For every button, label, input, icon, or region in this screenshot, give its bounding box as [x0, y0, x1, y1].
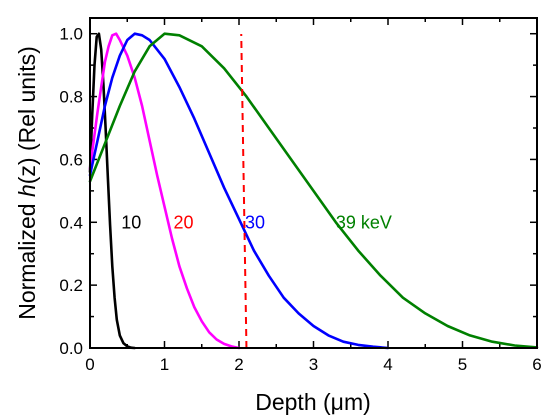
curve-label-3: 39 keV: [336, 213, 392, 233]
curves-group: [88, 32, 539, 350]
series-line-0: [88, 32, 136, 350]
y-tick-label: 1.0: [59, 25, 83, 44]
x-tick-label: 5: [458, 355, 467, 374]
x-tick-label: 2: [234, 355, 243, 374]
x-tick-label: 0: [85, 355, 94, 374]
plot-frame: [89, 17, 538, 349]
x-tick-label: 3: [309, 355, 318, 374]
annotations-group: [240, 33, 248, 349]
y-tick-label: 0.0: [59, 339, 83, 358]
series-line-3: [88, 32, 539, 349]
curve-labels-group: 10 20 30 39 keV: [121, 213, 392, 233]
ticks-group: 0 1 2 3 4 5 6 0.0 0.2 0.4 0.6 0.8 1.0: [59, 18, 542, 374]
curve-label-2: 30: [245, 213, 265, 233]
y-tick-label: 0.2: [59, 276, 83, 295]
y-axis-title: Normalized h(z) (Rel units): [14, 46, 40, 320]
x-tick-label: 6: [532, 355, 541, 374]
series-line-1: [88, 32, 241, 350]
curve-label-0: 10: [121, 213, 141, 233]
curve-label-1: 20: [173, 213, 193, 233]
series-line-2: [88, 32, 390, 350]
dashed-marker-line: [240, 33, 248, 349]
y-tick-label: 0.6: [59, 150, 83, 169]
x-tick-label: 4: [383, 355, 392, 374]
y-tick-label: 0.4: [59, 213, 83, 232]
x-axis-title: Depth (μm): [255, 389, 371, 415]
x-tick-label: 1: [160, 355, 169, 374]
y-tick-label: 0.8: [59, 88, 83, 107]
